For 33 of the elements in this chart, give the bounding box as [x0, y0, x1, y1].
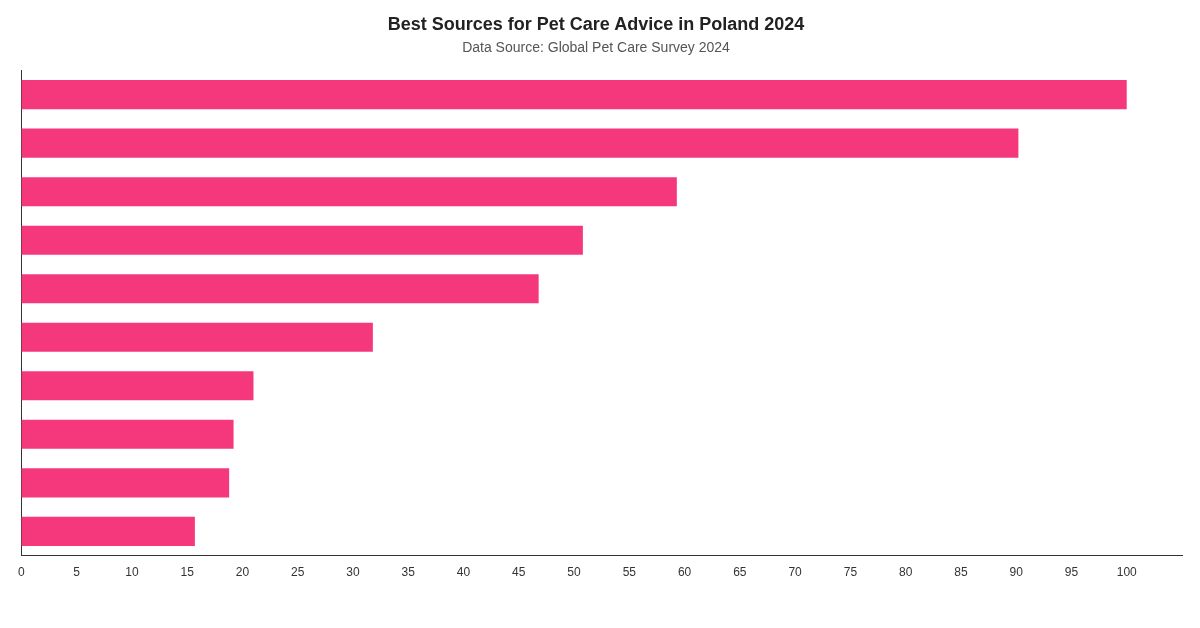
chart-subtitle: Data Source: Global Pet Care Survey 2024 [462, 38, 731, 55]
x-tick-label: 60 [677, 565, 692, 580]
x-tick-label: 45 [512, 565, 526, 580]
x-tick-label: 70 [788, 565, 803, 580]
chart-title: Best Sources for Pet Care Advice in Poland 2024 [387, 13, 805, 34]
x-tick-label: 25 [291, 565, 305, 580]
x-tick-label: 40 [456, 565, 471, 580]
bar [21, 274, 539, 304]
x-tick-label: 50 [567, 565, 582, 580]
x-tick-label: 0 [17, 565, 25, 580]
x-tick-label: 35 [401, 565, 416, 580]
x-tick-label: 90 [1009, 565, 1024, 580]
x-tick-label: 10 [125, 565, 139, 580]
bar [21, 322, 373, 352]
x-tick-label: 55 [622, 565, 637, 580]
bar [21, 177, 677, 207]
bar [21, 419, 234, 449]
bar [21, 468, 230, 498]
x-tick-label: 15 [180, 565, 195, 580]
bar [21, 516, 195, 546]
x-tick-label: 75 [843, 565, 858, 580]
bar [21, 371, 254, 401]
bar [21, 225, 583, 255]
x-tick-label: 20 [235, 565, 250, 580]
bar [21, 80, 1127, 110]
bar [21, 128, 1019, 158]
x-tick-label: 5 [73, 565, 81, 580]
x-tick-label: 100 [1116, 565, 1138, 580]
x-tick-label: 65 [733, 565, 747, 580]
x-tick-label: 30 [346, 565, 360, 580]
x-tick-label: 95 [1064, 565, 1079, 580]
x-tick-label: 80 [898, 565, 913, 580]
x-tick-label: 85 [954, 565, 968, 580]
